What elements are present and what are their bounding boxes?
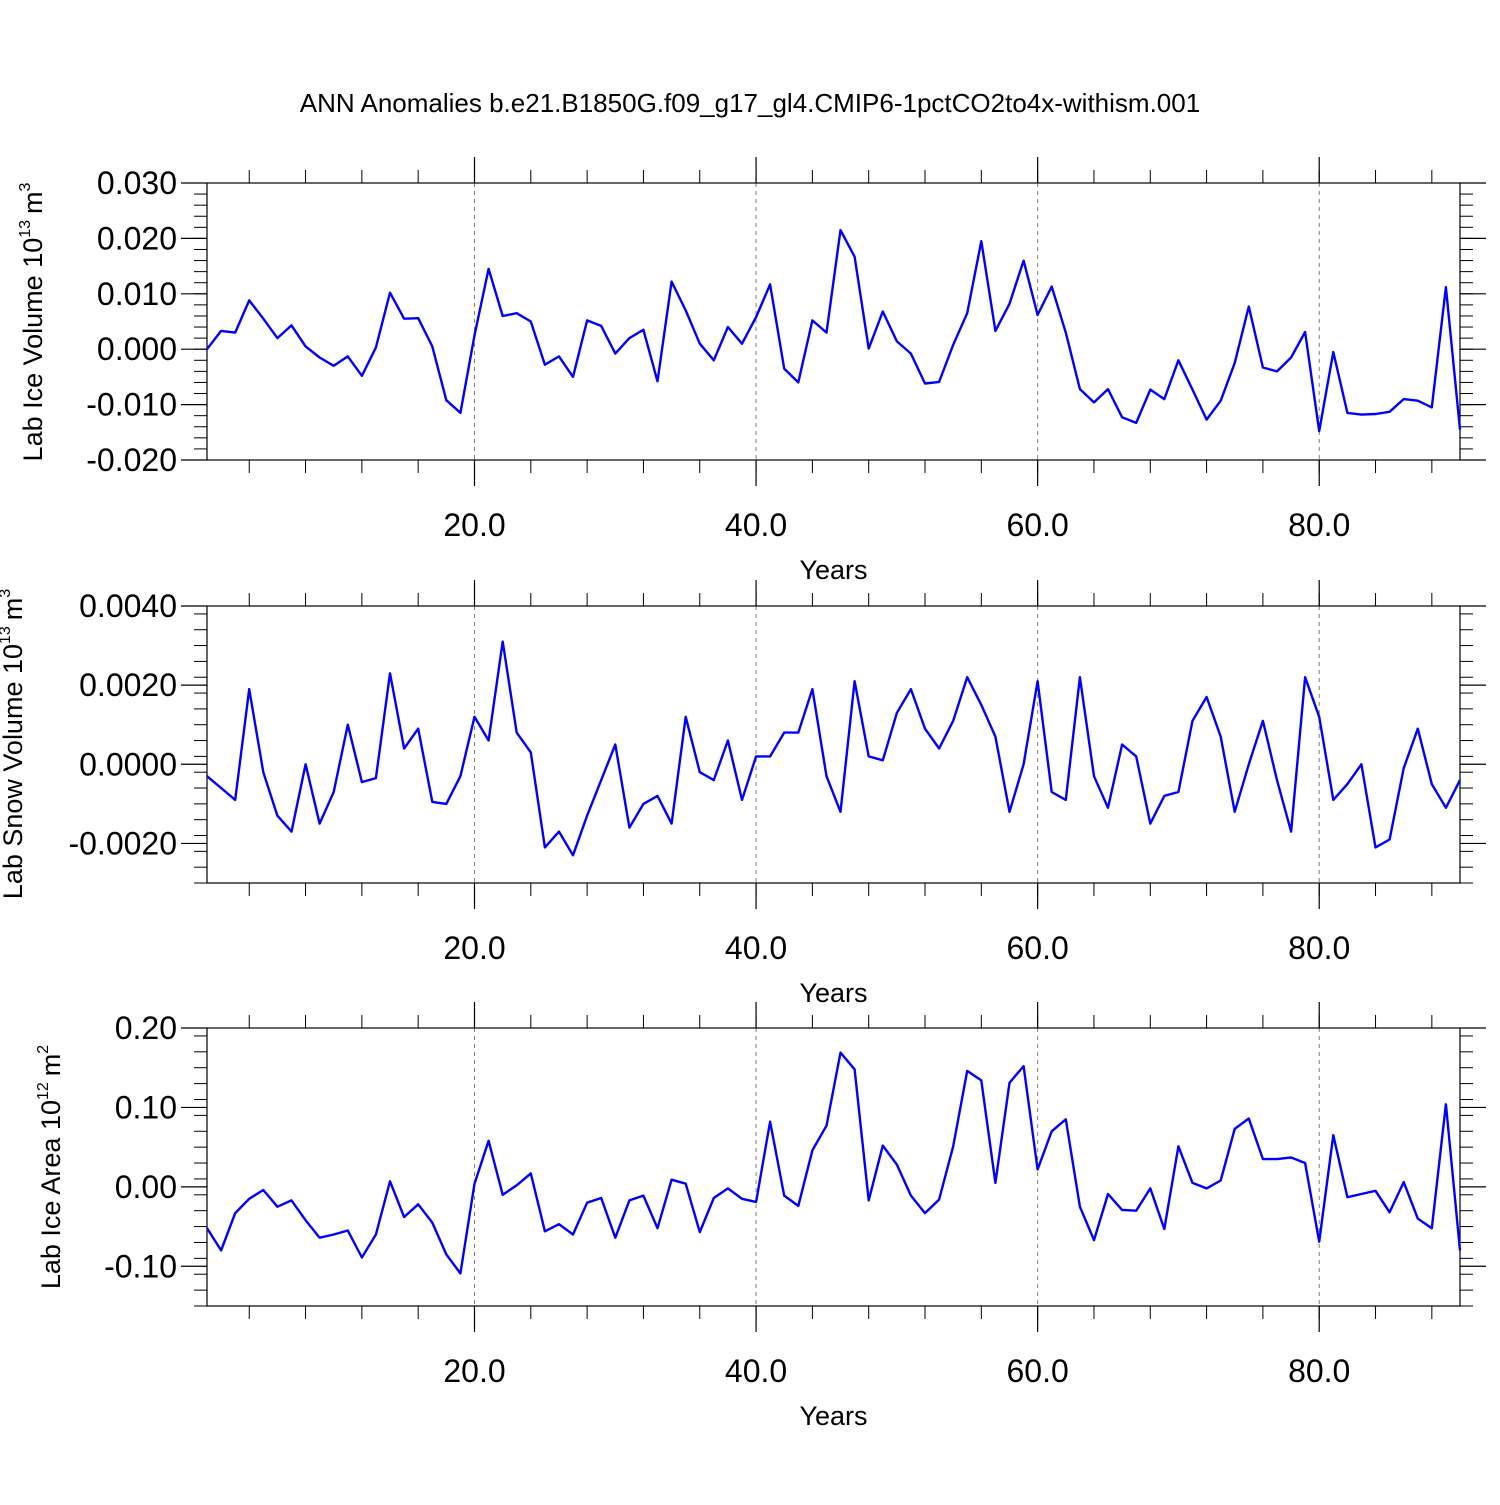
y-tick-label: 0.10 (115, 1089, 177, 1125)
y-tick-label: 0.020 (97, 220, 177, 256)
y-tick-label: 0.010 (97, 276, 177, 312)
y-tick-label: 0.000 (97, 331, 177, 367)
x-tick-label: 20.0 (443, 930, 505, 966)
x-axis-label: Years (799, 1401, 867, 1431)
y-tick-label: -0.0020 (68, 825, 177, 861)
y-axis-label: Lab Ice Area 1012 m2 (35, 1045, 66, 1289)
y-axis-label: Lab Ice Volume 1013 m3 (17, 182, 48, 461)
y-label-unit: m (18, 191, 48, 214)
x-tick-label: 80.0 (1288, 930, 1350, 966)
series-line (206, 228, 1462, 433)
y-tick-label: 0.0000 (79, 746, 177, 782)
y-tick-label: 0.0040 (79, 588, 177, 624)
series-line (205, 1051, 1462, 1275)
x-tick-label: 60.0 (1006, 930, 1068, 966)
y-tick-label: -0.010 (86, 387, 177, 423)
x-axis-label: Years (799, 555, 867, 585)
x-tick-label: 20.0 (443, 1353, 505, 1389)
x-tick-label: 20.0 (443, 507, 505, 543)
y-tick-label: 0.00 (115, 1169, 177, 1205)
y-tick-label: 0.030 (97, 165, 177, 201)
y-label-main: Lab Ice Volume 10 (18, 238, 48, 462)
y-label-exponent: 13 (0, 626, 14, 644)
x-axis-label: Years (799, 978, 867, 1008)
x-tick-label: 80.0 (1288, 507, 1350, 543)
plot-frame (206, 605, 1461, 884)
plot-frame (206, 1027, 1461, 1307)
y-axis-label: Lab Snow Volume 1013 m3 (0, 589, 28, 899)
x-tick-label: 40.0 (725, 507, 787, 543)
y-label-unit: m (0, 598, 28, 621)
figure-title: ANN Anomalies b.e21.B1850G.f09_g17_gl4.C… (299, 88, 1201, 118)
y-label-main: Lab Snow Volume 10 (0, 644, 28, 899)
plot-frame (206, 182, 1461, 461)
y-label-unit-exponent: 2 (35, 1045, 52, 1054)
y-tick-label: 0.20 (115, 1010, 177, 1046)
x-tick-label: 40.0 (725, 930, 787, 966)
y-tick-label: -0.10 (104, 1248, 177, 1284)
y-tick-label: 0.0020 (79, 667, 177, 703)
chart-panel-1: -0.020 -0.010 0.000 0.010 0.020 0.030 20.0 40.0… (17, 157, 1486, 585)
chart-panel-3: -0.10 0.00 0.10 0.20 20.0 40.0 60.0 80.0 Years La… (35, 1002, 1486, 1431)
y-label-main: Lab Ice Area 10 (36, 1100, 66, 1289)
y-label-unit-exponent: 3 (0, 589, 14, 598)
y-label-unit-exponent: 3 (17, 182, 34, 191)
y-label-unit: m (36, 1054, 66, 1077)
x-tick-label: 60.0 (1006, 507, 1068, 543)
x-tick-label: 80.0 (1288, 1353, 1350, 1389)
chart-panel-2: -0.0020 0.0000 0.0020 0.0040 20.0 40.0 60.0 80.… (0, 580, 1486, 1008)
y-tick-label: -0.020 (86, 442, 177, 478)
x-tick-label: 40.0 (725, 1353, 787, 1389)
series-line (206, 640, 1462, 857)
x-tick-label: 60.0 (1006, 1353, 1068, 1389)
y-label-exponent: 13 (17, 220, 34, 238)
y-label-exponent: 12 (35, 1082, 52, 1100)
